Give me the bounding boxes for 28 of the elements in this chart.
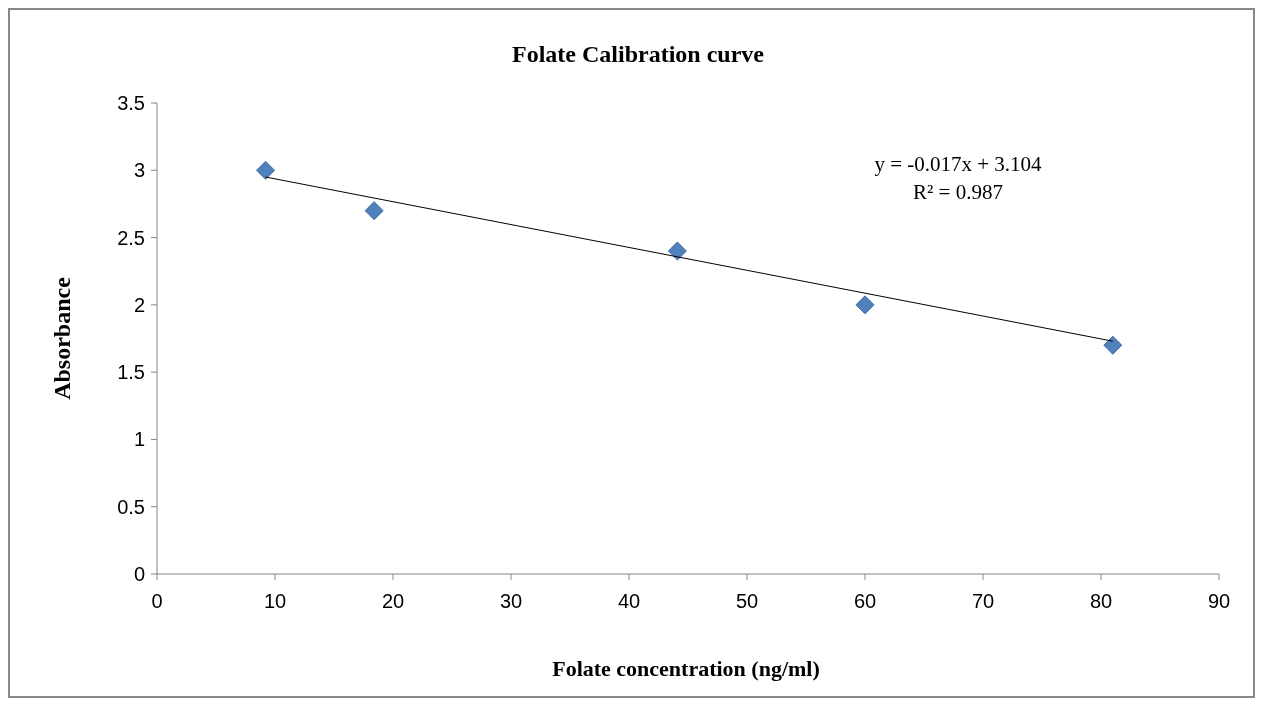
x-tick-label: 70	[971, 590, 995, 612]
y-tick-label: 3.5	[117, 92, 145, 114]
y-tick-label: 1	[133, 428, 145, 451]
point	[256, 160, 276, 180]
y-tick-label: 1.5	[117, 361, 145, 384]
chart-title: Folate Calibration curve	[512, 41, 765, 67]
x-tick-label: 0	[151, 590, 163, 612]
x-tick-label: 30	[499, 590, 523, 612]
point	[1103, 335, 1123, 355]
x-tick-label: 20	[381, 590, 405, 612]
x-tick-label: 90	[1207, 590, 1231, 612]
x-tick-label: 50	[735, 590, 759, 612]
x-axis-title: Folate concentration (ng/ml)	[552, 656, 820, 681]
y-tick-label: 2.5	[117, 226, 145, 249]
x-tick-label: 60	[853, 590, 877, 612]
y-tick-label: 3	[133, 159, 145, 182]
point	[667, 241, 687, 261]
x-tick-label: 80	[1089, 590, 1113, 612]
annotation: R² = 0.987	[913, 180, 1003, 204]
x-tick-label: 40	[617, 590, 641, 612]
y-tick-label: 0.5	[117, 495, 145, 518]
y-tick-label: 0	[133, 563, 145, 585]
point	[364, 201, 384, 221]
y-axis-title: Absorbance	[49, 276, 75, 400]
x-tick-label: 10	[263, 590, 287, 612]
point	[855, 295, 875, 315]
y-tick-label: 2	[133, 293, 145, 316]
annotation: y = -0.017x + 3.104	[874, 152, 1043, 176]
